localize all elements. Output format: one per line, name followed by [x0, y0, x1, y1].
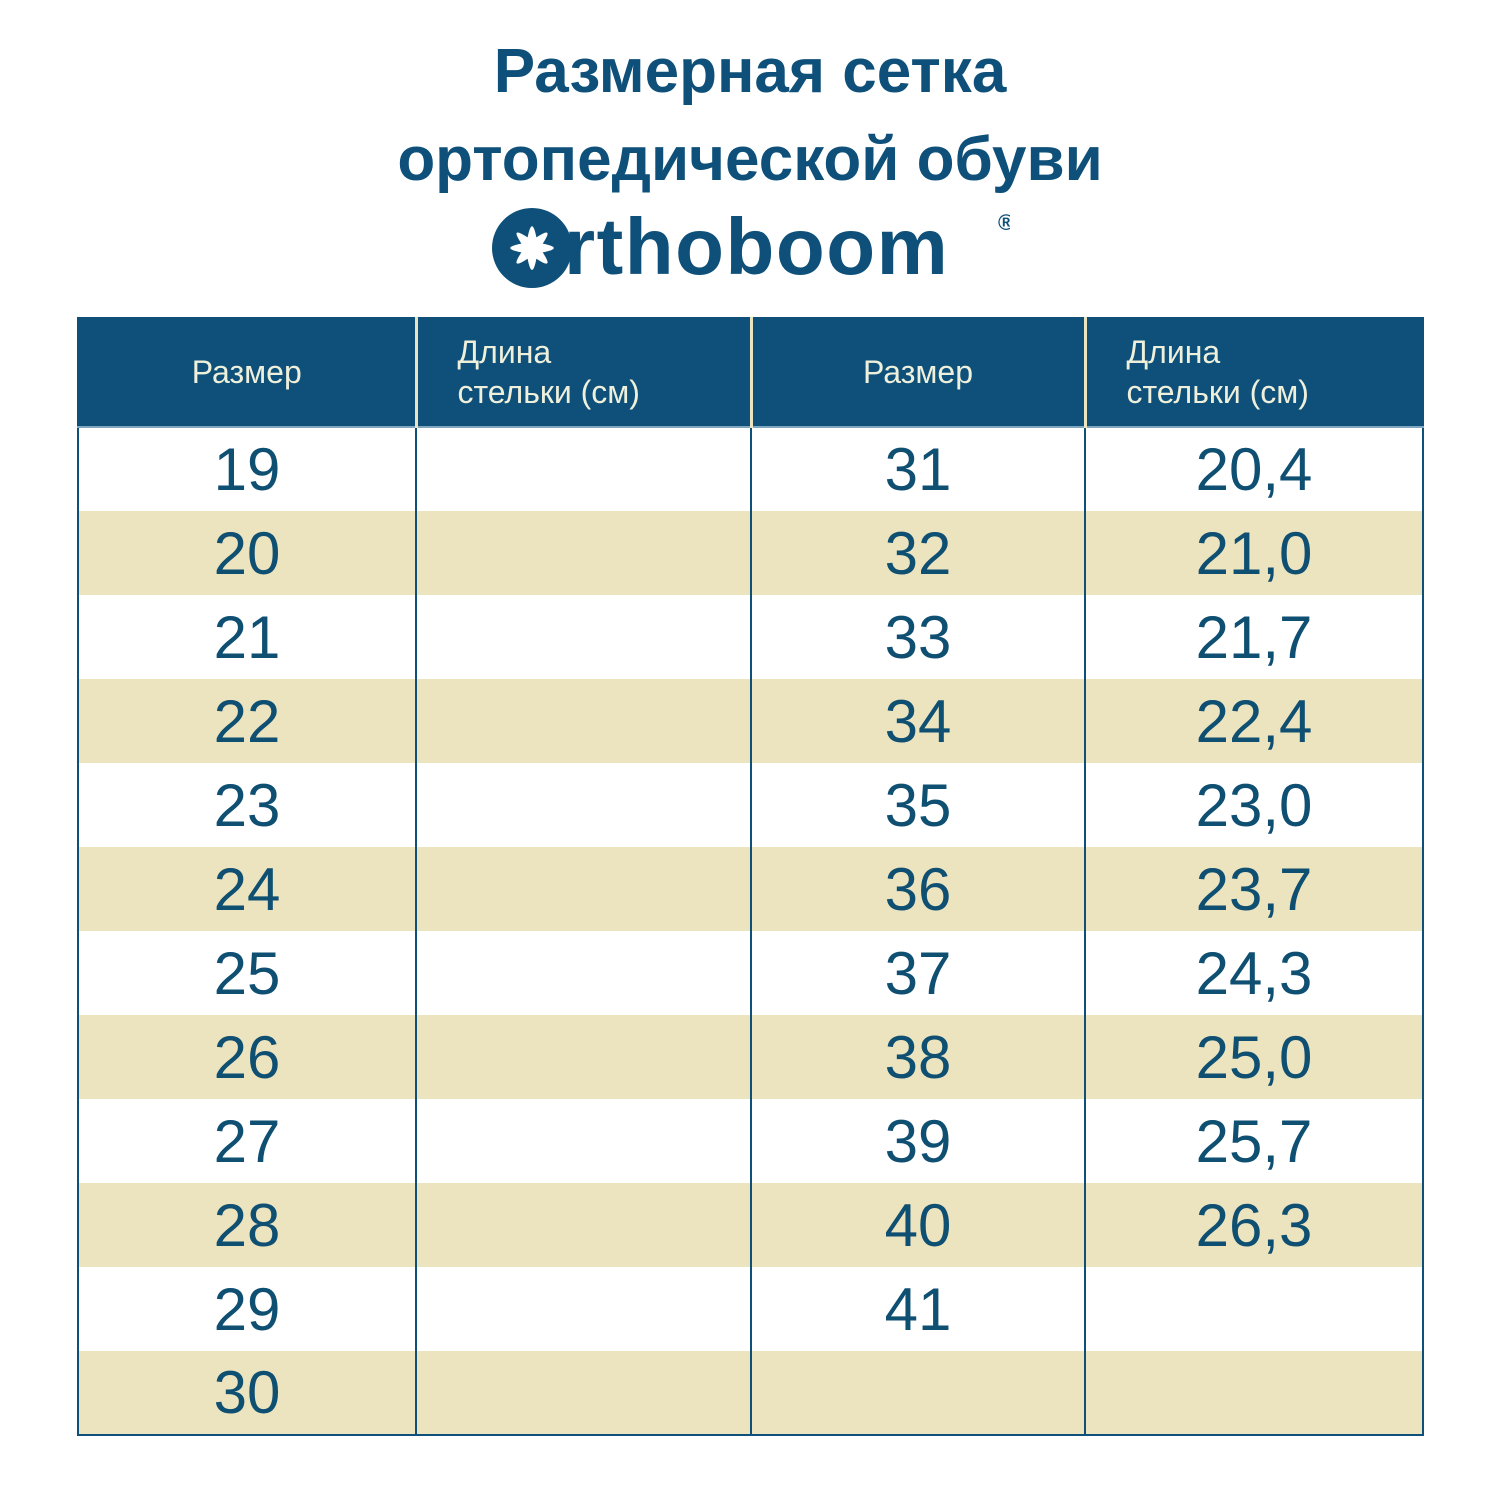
svg-text:rthoboom: rthoboom	[564, 206, 949, 290]
svg-text:®: ®	[998, 210, 1010, 235]
